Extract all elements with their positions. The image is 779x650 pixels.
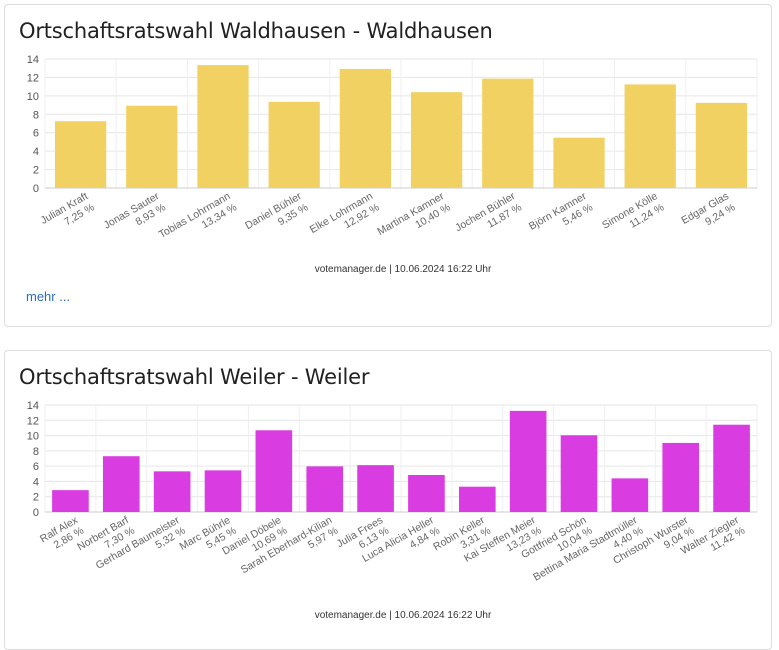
y-tick-label: 4	[33, 146, 39, 158]
bar[interactable]	[611, 478, 649, 512]
y-tick-label: 14	[27, 400, 39, 412]
y-tick-label: 14	[27, 54, 39, 66]
bar[interactable]	[306, 466, 344, 512]
y-tick-label: 2	[33, 492, 39, 504]
y-tick-label: 6	[33, 461, 39, 473]
y-tick-label: 12	[27, 415, 39, 427]
bar[interactable]	[197, 65, 249, 188]
bar[interactable]	[482, 78, 534, 188]
card-title: Ortschaftsratswahl Waldhausen - Waldhaus…	[19, 19, 493, 43]
bar[interactable]	[126, 105, 178, 188]
chart-credit: votemanager.de | 10.06.2024 16:22 Uhr	[315, 610, 492, 621]
bar[interactable]	[509, 410, 547, 512]
y-tick-label: 6	[33, 128, 39, 140]
bar[interactable]	[695, 102, 748, 188]
bar[interactable]	[339, 68, 392, 188]
y-tick-label: 12	[27, 72, 39, 84]
bar[interactable]	[153, 471, 191, 512]
bar[interactable]	[553, 137, 605, 188]
bar[interactable]	[52, 490, 89, 512]
bar[interactable]	[560, 435, 598, 512]
bar[interactable]	[54, 121, 107, 188]
bar[interactable]	[408, 475, 445, 512]
chart-card-waldhausen: Ortschaftsratswahl Waldhausen - Waldhaus…	[4, 4, 772, 327]
y-tick-label: 10	[27, 431, 39, 443]
bar[interactable]	[255, 430, 293, 512]
y-tick-label: 2	[33, 165, 39, 177]
bar[interactable]	[624, 84, 676, 188]
bar[interactable]	[204, 470, 242, 512]
y-tick-label: 4	[33, 476, 39, 488]
bar[interactable]	[458, 486, 496, 512]
chart-card-weiler: Ortschaftsratswahl Weiler - Weiler 0 2 4 6 8…	[4, 350, 772, 650]
chart-credit: votemanager.de | 10.06.2024 16:22 Uhr	[315, 264, 492, 275]
bar[interactable]	[713, 424, 750, 512]
bar[interactable]	[410, 92, 463, 188]
more-link[interactable]: mehr ...	[26, 289, 71, 304]
y-tick-label: 8	[33, 446, 39, 458]
card-title: Ortschaftsratswahl Weiler - Weiler	[19, 365, 370, 389]
bar[interactable]	[268, 101, 320, 188]
bar[interactable]	[102, 456, 140, 512]
bar[interactable]	[662, 442, 700, 512]
bar[interactable]	[357, 465, 394, 512]
y-tick-label: 0	[33, 507, 39, 519]
y-tick-label: 0	[33, 183, 39, 195]
y-tick-label: 8	[33, 109, 39, 121]
y-tick-label: 10	[27, 91, 39, 103]
